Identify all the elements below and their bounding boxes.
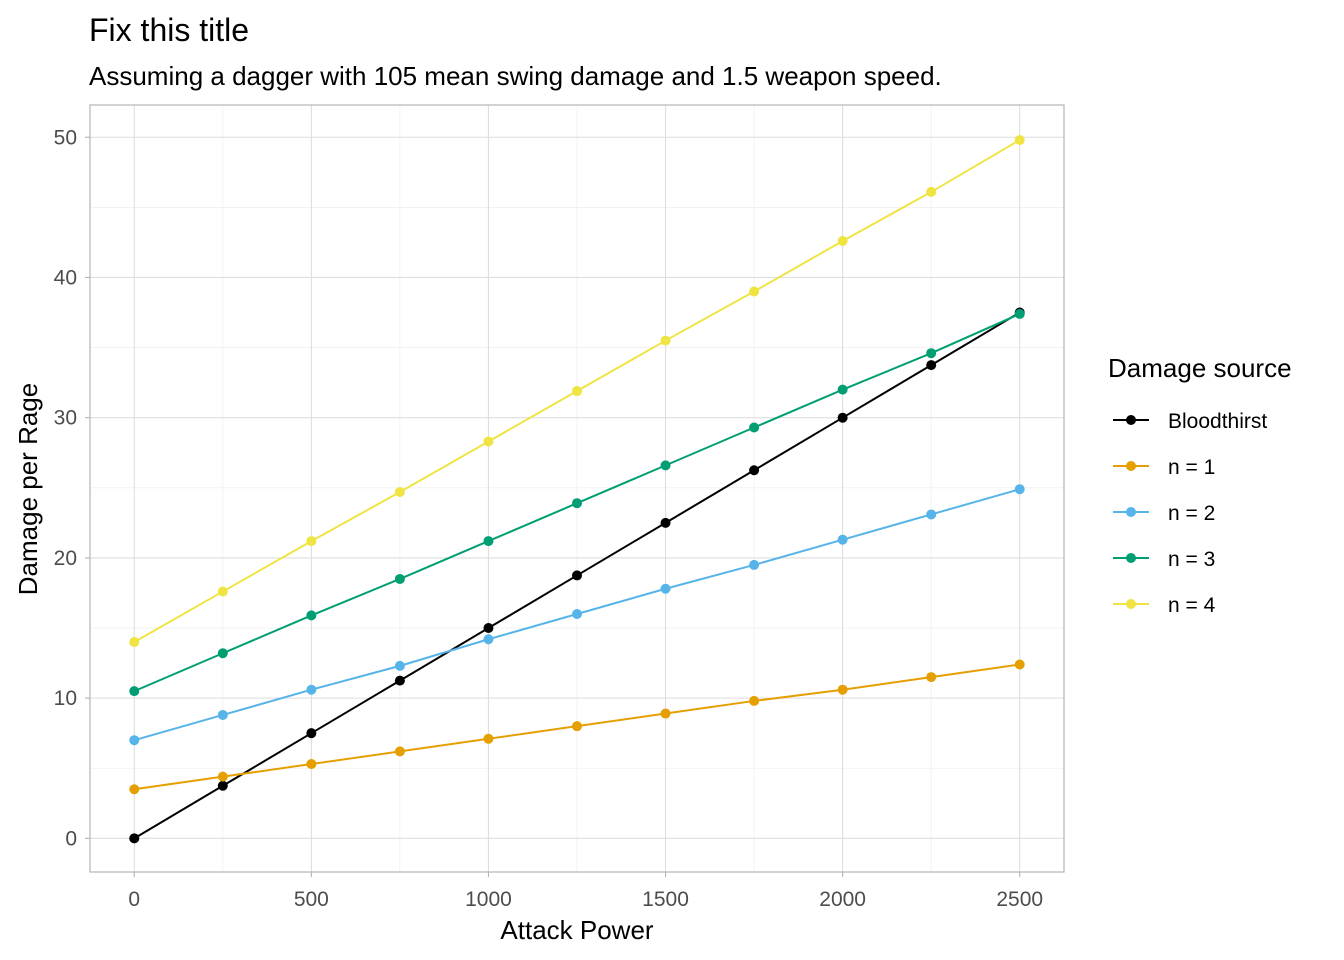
data-point [660, 460, 671, 471]
data-point [394, 660, 405, 671]
data-point [660, 517, 671, 528]
legend-item: n = 3 [1113, 548, 1215, 571]
data-point [749, 465, 760, 476]
chart-subtitle: Assuming a dagger with 105 mean swing da… [89, 61, 942, 91]
data-point [837, 384, 848, 395]
data-point [483, 634, 494, 645]
data-point [483, 436, 494, 447]
legend-label: n = 2 [1168, 502, 1215, 525]
legend-item: n = 1 [1113, 456, 1215, 479]
data-point [1014, 484, 1025, 495]
y-tick-label: 20 [54, 547, 77, 570]
x-tick-label: 1000 [465, 888, 512, 911]
data-point [483, 623, 494, 634]
data-point [660, 335, 671, 346]
x-tick-label: 2000 [819, 888, 866, 911]
legend-title: Damage source [1108, 353, 1292, 383]
data-point [926, 186, 937, 197]
data-point [394, 746, 405, 757]
legend-key-point [1126, 507, 1136, 517]
data-point [306, 728, 317, 739]
y-tick-label: 40 [54, 266, 77, 289]
y-tick-label: 30 [54, 407, 77, 430]
y-tick-label: 10 [54, 687, 77, 710]
data-point [129, 637, 140, 648]
legend-key-point [1126, 415, 1136, 425]
data-point [129, 735, 140, 746]
data-point [749, 695, 760, 706]
data-point [394, 675, 405, 686]
y-tick-label: 50 [54, 126, 77, 149]
data-point [572, 570, 582, 581]
x-tick-label: 2500 [996, 888, 1043, 911]
data-point [837, 236, 848, 247]
legend-label: n = 4 [1168, 594, 1216, 617]
series-0 [129, 307, 1025, 844]
data-point [217, 648, 228, 659]
y-axis: 0 10 20 30 40 50 [54, 126, 90, 850]
data-point [306, 684, 317, 695]
legend-key-point [1126, 461, 1136, 471]
legend-key-point [1126, 599, 1136, 609]
series-layer [129, 135, 1025, 844]
data-point [749, 422, 760, 433]
data-point [129, 686, 140, 697]
legend-item: n = 4 [1113, 594, 1216, 617]
data-point [483, 536, 494, 547]
data-point [306, 759, 317, 770]
data-point [660, 583, 671, 594]
legend-key-point [1126, 553, 1136, 563]
data-point [217, 709, 228, 720]
legend-label: n = 3 [1168, 548, 1215, 571]
data-point [572, 721, 582, 732]
data-point [1014, 135, 1025, 146]
x-axis: 0 500 1000 1500 2000 2500 [128, 872, 1043, 911]
series-1 [129, 659, 1025, 795]
x-axis-title: Attack Power [500, 915, 654, 945]
x-tick-label: 500 [294, 888, 329, 911]
data-point [217, 771, 228, 782]
data-point [394, 573, 405, 584]
x-tick-label: 1500 [642, 888, 689, 911]
data-point [926, 672, 937, 683]
data-point [660, 708, 671, 719]
chart-title: Fix this title [89, 12, 249, 48]
data-point [217, 780, 228, 791]
y-axis-title: Damage per Rage [13, 383, 43, 595]
data-point [749, 559, 760, 570]
legend-item: n = 2 [1113, 502, 1215, 525]
legend: Damage source Bloodthirst n = 1 n = 2 n = 3… [1108, 353, 1292, 617]
data-point [926, 360, 937, 371]
data-point [572, 608, 582, 619]
data-point [837, 684, 848, 695]
data-point [749, 286, 760, 297]
x-tick-label: 0 [128, 888, 140, 911]
data-point [483, 733, 494, 744]
series-4 [129, 135, 1025, 648]
data-point [837, 534, 848, 545]
data-point [129, 784, 140, 795]
legend-label: n = 1 [1168, 456, 1215, 479]
grid [90, 105, 1064, 872]
data-point [306, 610, 317, 621]
data-point [1014, 308, 1025, 319]
data-point [837, 412, 848, 423]
y-tick-label: 0 [65, 827, 77, 850]
data-point [572, 498, 582, 509]
legend-label: Bloodthirst [1168, 410, 1267, 433]
series-3 [129, 308, 1025, 697]
data-point [394, 487, 405, 498]
data-point [1014, 659, 1025, 670]
data-point [217, 586, 228, 597]
data-point [926, 348, 937, 359]
data-point [306, 536, 317, 547]
plot-panel [89, 104, 1065, 873]
series-2 [129, 484, 1025, 746]
data-point [572, 386, 582, 397]
legend-item: Bloodthirst [1113, 410, 1267, 433]
data-point [129, 833, 140, 844]
data-point [926, 509, 937, 520]
